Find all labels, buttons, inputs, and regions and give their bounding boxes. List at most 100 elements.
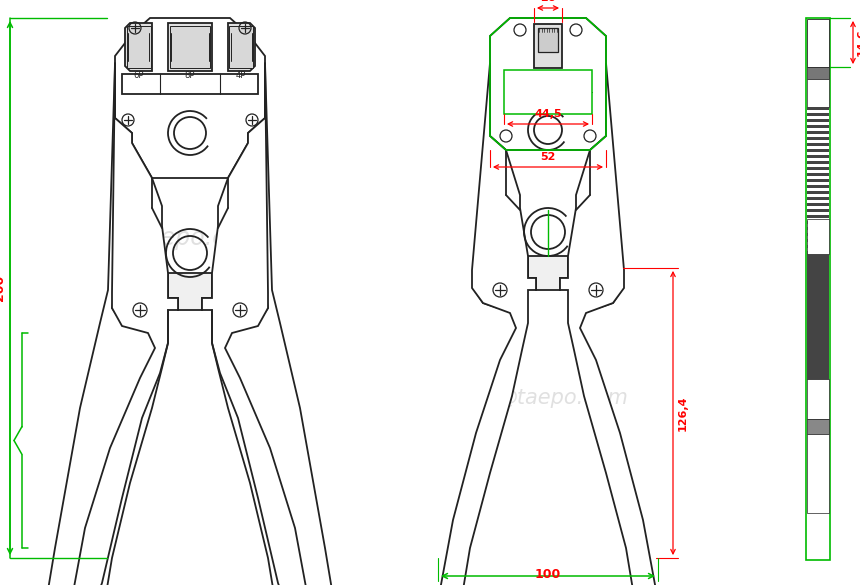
Bar — [504, 70, 592, 114]
Bar — [807, 329, 829, 332]
Text: @taepo.com: @taepo.com — [497, 388, 629, 408]
Bar — [807, 131, 829, 134]
Bar — [807, 275, 829, 278]
Bar — [807, 173, 829, 176]
Bar — [807, 350, 829, 353]
Text: 26: 26 — [540, 0, 556, 3]
Bar — [807, 311, 829, 314]
Bar — [807, 365, 829, 368]
Bar — [807, 377, 829, 380]
Bar — [807, 266, 829, 269]
Bar — [807, 353, 829, 356]
Bar — [807, 119, 829, 122]
Text: 126,4: 126,4 — [678, 395, 688, 431]
Bar — [807, 79, 829, 107]
Text: taepo.com: taepo.com — [137, 226, 263, 250]
Polygon shape — [168, 273, 212, 310]
Text: 8P: 8P — [185, 71, 195, 80]
Bar — [807, 239, 829, 242]
Polygon shape — [568, 256, 623, 308]
Bar — [807, 245, 829, 248]
Bar — [807, 209, 829, 212]
Bar — [807, 302, 829, 305]
Polygon shape — [228, 23, 255, 71]
Bar — [170, 26, 210, 68]
Bar — [807, 284, 829, 287]
Polygon shape — [70, 63, 178, 585]
Bar — [807, 356, 829, 359]
Bar — [807, 419, 829, 434]
Bar — [127, 26, 151, 68]
Bar — [807, 293, 829, 296]
Bar — [807, 254, 829, 257]
Bar — [534, 24, 562, 68]
Bar — [807, 185, 829, 188]
Bar — [807, 161, 829, 164]
Text: 100: 100 — [535, 568, 561, 581]
Text: 52: 52 — [540, 152, 556, 162]
Polygon shape — [473, 256, 528, 308]
Bar — [806, 18, 830, 560]
Bar — [807, 251, 829, 254]
Polygon shape — [438, 63, 536, 585]
Bar — [807, 434, 829, 513]
Bar — [807, 287, 829, 290]
Polygon shape — [125, 23, 152, 71]
Bar — [807, 338, 829, 341]
Bar — [807, 290, 829, 293]
Bar — [807, 344, 829, 347]
Polygon shape — [168, 23, 212, 71]
Text: 4P: 4P — [236, 71, 246, 80]
Text: 6P: 6P — [134, 71, 144, 80]
Bar — [807, 221, 829, 224]
Bar — [807, 125, 829, 128]
Bar — [807, 19, 829, 67]
Bar — [807, 107, 829, 110]
Bar — [807, 219, 829, 254]
Bar — [807, 197, 829, 200]
Bar — [807, 263, 829, 266]
Bar — [807, 155, 829, 158]
Polygon shape — [560, 63, 658, 585]
Bar — [807, 296, 829, 299]
Bar — [807, 203, 829, 206]
Bar — [807, 332, 829, 335]
Bar — [807, 379, 829, 419]
Bar — [807, 67, 829, 79]
Bar — [807, 308, 829, 311]
Bar — [807, 233, 829, 236]
Polygon shape — [115, 18, 265, 178]
Bar — [538, 28, 558, 52]
Bar — [807, 257, 829, 260]
Bar — [807, 341, 829, 344]
Bar — [807, 371, 829, 374]
Text: 44,5: 44,5 — [534, 109, 562, 119]
Bar — [807, 215, 829, 218]
Bar — [807, 347, 829, 350]
Bar — [807, 299, 829, 302]
Bar — [807, 281, 829, 284]
Bar — [807, 227, 829, 230]
Polygon shape — [202, 63, 310, 585]
Bar — [807, 167, 829, 170]
Bar — [807, 317, 829, 320]
Bar — [807, 335, 829, 338]
Bar — [122, 74, 258, 94]
Polygon shape — [212, 276, 268, 328]
Bar — [807, 320, 829, 323]
Bar — [807, 113, 829, 116]
Bar — [807, 191, 829, 194]
Text: 200: 200 — [0, 275, 6, 301]
Bar — [807, 269, 829, 272]
Bar — [807, 149, 829, 152]
Bar — [807, 374, 829, 377]
Bar — [807, 368, 829, 371]
Polygon shape — [490, 18, 606, 150]
Bar — [807, 137, 829, 140]
Bar — [807, 326, 829, 329]
Bar — [807, 272, 829, 275]
Bar — [807, 278, 829, 281]
Bar — [807, 260, 829, 263]
Bar — [807, 305, 829, 308]
Text: 14,6: 14,6 — [857, 29, 860, 56]
